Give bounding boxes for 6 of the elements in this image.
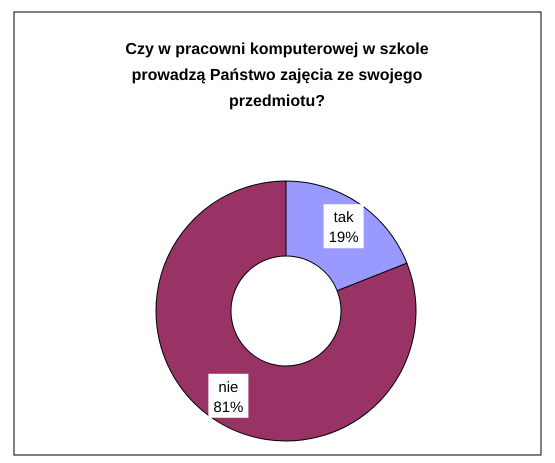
data-label: 19% — [328, 229, 359, 246]
slice-label: tak — [334, 209, 354, 226]
chart-title: Czy w pracowni komputerowej w szkole prowadzą Państwo zajęcia ze swojego przedmiotu? — [125, 41, 429, 110]
donut-slice — [156, 180, 416, 442]
data-label: 81% — [213, 398, 244, 416]
slice-label: nie — [218, 378, 238, 396]
